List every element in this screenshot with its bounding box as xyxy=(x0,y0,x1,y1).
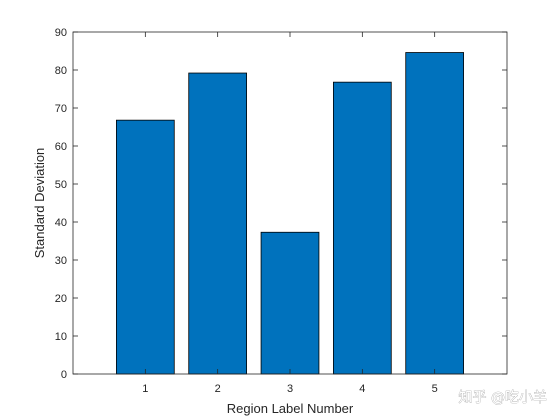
bar-2 xyxy=(189,73,247,374)
y-tick-label: 0 xyxy=(61,369,67,381)
y-tick-label: 30 xyxy=(55,255,67,267)
y-tick-label: 80 xyxy=(55,65,67,77)
bar-3 xyxy=(261,232,319,374)
y-tick-label: 20 xyxy=(55,293,67,305)
y-tick-label: 70 xyxy=(55,103,67,115)
y-axis-label: Standard Deviation xyxy=(32,148,47,259)
x-tick-label: 4 xyxy=(359,383,365,395)
bars-group xyxy=(116,53,463,374)
y-tick-label: 40 xyxy=(55,217,67,229)
x-axis-label: Region Label Number xyxy=(227,401,354,416)
y-tick-label: 10 xyxy=(55,331,67,343)
x-tick-label: 2 xyxy=(215,383,221,395)
y-tick-label: 60 xyxy=(55,141,67,153)
x-tick-label: 3 xyxy=(287,383,293,395)
bar-5 xyxy=(406,53,464,374)
x-tick-label: 5 xyxy=(432,383,438,395)
y-tick-label: 90 xyxy=(55,27,67,39)
watermark-text: 知乎 @吃小羊 xyxy=(459,389,547,406)
y-tick-label: 50 xyxy=(55,179,67,191)
x-tick-label: 1 xyxy=(142,383,148,395)
bar-4 xyxy=(333,82,391,374)
bar-1 xyxy=(116,120,174,374)
